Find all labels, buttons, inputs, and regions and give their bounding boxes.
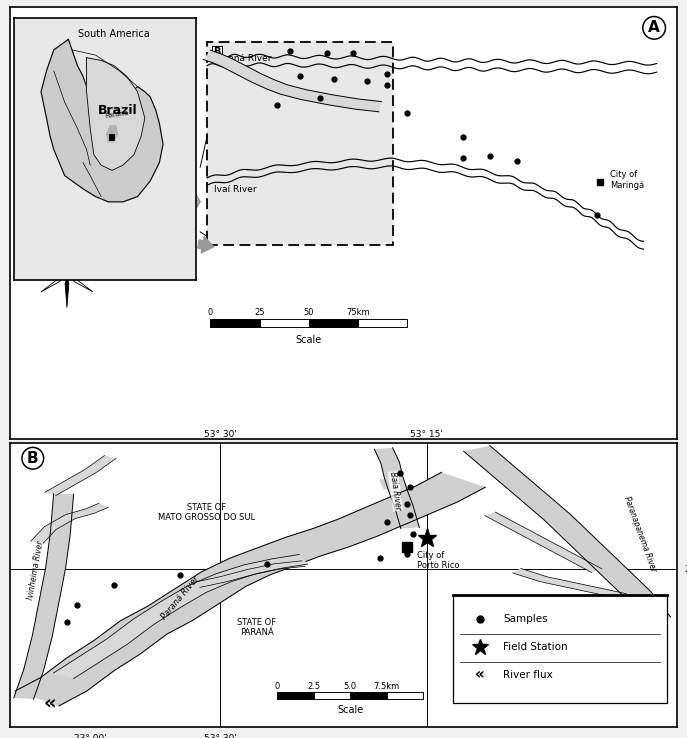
Polygon shape [54, 554, 308, 679]
Text: Paraná: Paraná [104, 110, 129, 120]
Text: STATE OF
MATO GROSSO DO SUL: STATE OF MATO GROSSO DO SUL [158, 503, 256, 522]
Polygon shape [65, 243, 69, 275]
Text: 50: 50 [304, 308, 314, 317]
Text: 75km: 75km [346, 308, 370, 317]
Bar [207, 42, 394, 245]
Bar [313, 692, 350, 698]
Polygon shape [485, 512, 602, 573]
Polygon shape [31, 503, 109, 543]
Text: Scale: Scale [295, 334, 322, 345]
Bar [277, 692, 313, 698]
Text: River flux: River flux [504, 669, 553, 680]
Text: 53° 15': 53° 15' [410, 430, 443, 438]
Text: 25: 25 [254, 308, 264, 317]
Text: Paranapanema River: Paranapanema River [622, 494, 658, 573]
Polygon shape [203, 50, 381, 111]
Bar [210, 319, 260, 327]
Text: Samples: Samples [504, 613, 548, 624]
Text: 0: 0 [274, 682, 280, 691]
Polygon shape [87, 58, 145, 170]
Bar [109, 134, 114, 140]
Polygon shape [41, 275, 67, 292]
Text: 22° 45': 22° 45' [685, 565, 687, 573]
Bar [387, 692, 423, 698]
Polygon shape [194, 561, 305, 587]
Text: South America: South America [78, 29, 150, 39]
Text: City of
Maringá: City of Maringá [610, 170, 644, 190]
Text: Field Station: Field Station [504, 641, 568, 652]
Polygon shape [374, 448, 419, 528]
Polygon shape [513, 568, 627, 599]
Text: Ivinheima River: Ivinheima River [26, 540, 45, 601]
Text: Scale: Scale [337, 705, 363, 715]
Text: B: B [27, 451, 38, 466]
Text: City of
Porto Rico: City of Porto Rico [417, 551, 460, 570]
Text: 53° 30': 53° 30' [204, 734, 236, 738]
Polygon shape [14, 494, 74, 699]
Bar [309, 319, 358, 327]
Polygon shape [131, 159, 200, 245]
Polygon shape [464, 446, 671, 621]
Text: Baia River: Baia River [388, 472, 403, 511]
Text: 0: 0 [207, 308, 213, 317]
Text: 23° 00': 23° 00' [74, 734, 106, 738]
Polygon shape [67, 275, 93, 292]
Polygon shape [67, 274, 117, 276]
Text: 7.5km: 7.5km [374, 682, 400, 691]
Polygon shape [45, 455, 116, 496]
Text: B: B [214, 47, 221, 57]
Polygon shape [17, 274, 67, 276]
Polygon shape [67, 258, 93, 275]
Bar [350, 692, 387, 698]
Text: 5.0: 5.0 [344, 682, 357, 691]
Bar [260, 319, 309, 327]
Text: «: « [44, 693, 56, 712]
Text: STATE OF
PARANÁ: STATE OF PARANÁ [237, 618, 276, 637]
Text: 53° 30': 53° 30' [204, 430, 236, 438]
Text: Paraná River: Paraná River [214, 54, 271, 63]
Text: Brazil: Brazil [98, 103, 137, 117]
Bar [453, 595, 666, 703]
Polygon shape [65, 275, 69, 308]
Polygon shape [380, 477, 407, 491]
Bar [358, 319, 407, 327]
Text: Paraná River: Paraná River [159, 574, 201, 621]
Text: A: A [649, 21, 660, 35]
Polygon shape [15, 472, 485, 706]
Text: Ivaí River: Ivaí River [214, 185, 256, 194]
Text: N: N [63, 224, 71, 234]
Text: 2.5: 2.5 [307, 682, 320, 691]
Polygon shape [41, 258, 67, 275]
Text: «: « [475, 667, 484, 682]
Polygon shape [106, 126, 117, 142]
Polygon shape [41, 39, 163, 202]
